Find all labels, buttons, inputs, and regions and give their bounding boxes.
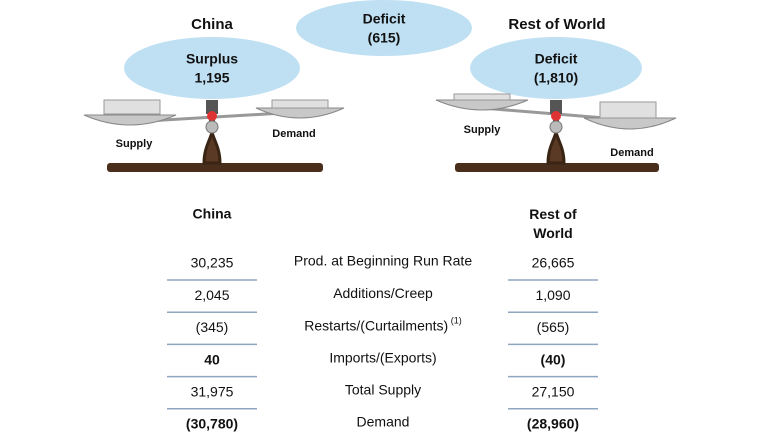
bubble-value: (615) <box>368 30 401 46</box>
bubble-value: (1,810) <box>534 70 578 86</box>
bubble-label: Deficit <box>363 11 406 27</box>
cell: (40) <box>541 351 566 367</box>
column-header: Rest of World <box>529 206 577 241</box>
row-label: Additions/Creep <box>333 285 433 301</box>
bubble <box>124 37 300 99</box>
cell: 40 <box>204 351 220 367</box>
scale <box>435 93 677 172</box>
scale <box>83 99 345 172</box>
column-header: China <box>193 206 232 222</box>
cell: (30,780) <box>186 416 238 432</box>
cell: (565) <box>537 319 570 335</box>
cell: 1,090 <box>535 287 570 303</box>
title: Rest of World <box>508 16 605 33</box>
cell: 2,045 <box>194 287 229 303</box>
bubble-label: Deficit <box>535 51 578 67</box>
row-label: Demand <box>357 414 410 430</box>
bubble-label: Surplus <box>186 51 238 67</box>
pan-label: Supply <box>116 138 154 150</box>
bubble <box>470 37 642 99</box>
cell: (345) <box>196 319 229 335</box>
cell: 31,975 <box>191 384 234 400</box>
label-text: Restarts/(Curtailments) <box>304 317 448 333</box>
cell: (28,960) <box>527 416 579 432</box>
row-label: Prod. at Beginning Run Rate <box>294 253 472 269</box>
row-label: Total Supply <box>345 382 421 398</box>
row-label: Imports/(Exports) <box>329 349 436 365</box>
table-rows: 30,235 26,665 Prod. at Beginning Run Rate 2… <box>167 253 598 432</box>
pan-label: Supply <box>464 124 502 136</box>
row-label: Restarts/(Curtailments) (1) <box>304 316 461 333</box>
bubble <box>296 0 472 56</box>
title: China <box>191 16 233 33</box>
cell: 30,235 <box>191 255 234 271</box>
pan-label: Demand <box>610 147 653 159</box>
bubble-value: 1,195 <box>194 70 229 86</box>
cell: 26,665 <box>532 255 575 271</box>
cell: 27,150 <box>532 384 575 400</box>
footnote: (1) <box>448 316 462 326</box>
pan-label: Demand <box>272 128 315 140</box>
